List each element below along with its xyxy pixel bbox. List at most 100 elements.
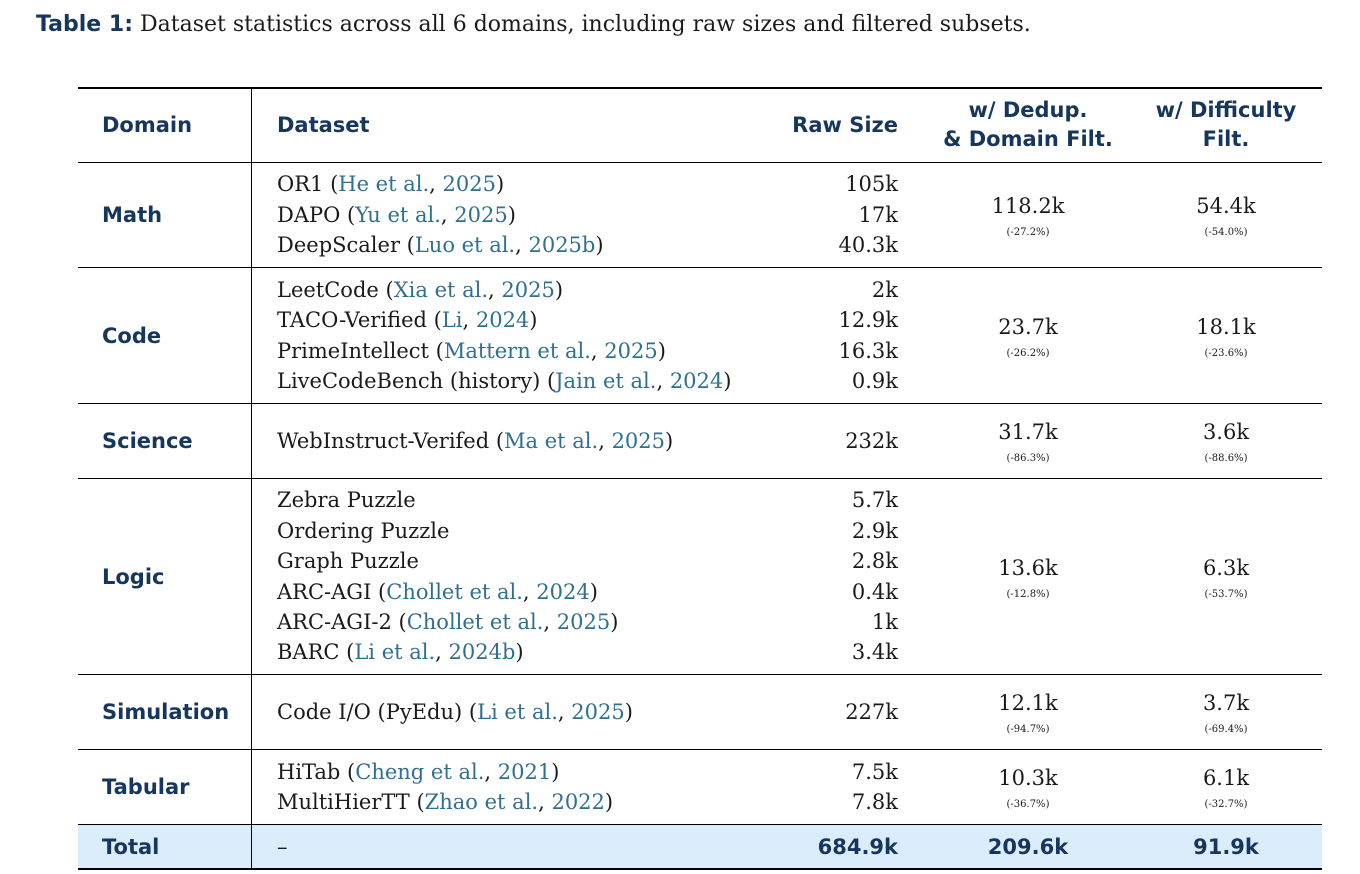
citation-year[interactable]: 2025: [556, 609, 611, 634]
citation-close: ): [610, 609, 619, 634]
citation-separator: ,: [440, 202, 455, 227]
difficulty-cell: 3.7k (-69.4%): [1128, 675, 1324, 749]
header-dedup-line1: w/ Dedup.: [968, 98, 1088, 122]
dedup-percent: (-27.2%): [1006, 227, 1050, 238]
citation-authors[interactable]: Li et al.: [354, 640, 436, 665]
raw-size-list: 2k 12.9k 16.3k 0.9k: [839, 268, 898, 403]
column-divider: [251, 750, 252, 824]
dataset-entry: TACO-Verified (Li, 2024): [277, 305, 731, 335]
citation-authors[interactable]: Mattern et al.: [443, 338, 591, 363]
dedup-value: 10.3k: [998, 766, 1058, 790]
citation-year[interactable]: 2025: [454, 202, 508, 227]
citation-authors[interactable]: Yu et al.: [355, 202, 441, 227]
raw-size-value: 16.3k: [838, 338, 898, 363]
citation-authors[interactable]: Zhao et al.: [424, 790, 539, 814]
citation-year[interactable]: 2025: [442, 172, 496, 197]
difficulty-percent: (-23.6%): [1204, 347, 1248, 359]
dataset-list: Zebra Puzzle Ordering Puzzle Graph Puzzle A…: [277, 479, 618, 674]
citation-year[interactable]: 2024b: [448, 640, 516, 665]
raw-size-value: 0.9k: [851, 368, 898, 393]
domain-name: Code: [102, 323, 162, 348]
dataset-list: HiTab (Cheng et al., 2021) MultiHierTT (Z…: [277, 750, 613, 824]
citation-authors[interactable]: Chollet et al.: [406, 609, 544, 634]
domain-name: Math: [102, 203, 163, 227]
citation-separator: ,: [557, 699, 572, 724]
header-difficulty: w/ Difficulty Filt.: [1128, 96, 1324, 154]
citation-year[interactable]: 2025b: [528, 233, 596, 258]
citation-close: ): [507, 202, 516, 227]
column-divider: [251, 89, 252, 162]
total-raw-size: 684.9k: [817, 834, 898, 859]
citation-close: ): [595, 233, 604, 258]
raw-size-value: 2.9k: [851, 518, 898, 543]
citation-separator: ,: [538, 790, 552, 814]
citation-authors[interactable]: Cheng et al.: [355, 759, 485, 784]
table-body: Math OR1 (He et al., 2025) DAPO (Yu et al.…: [78, 163, 1322, 825]
dataset-name: ARC-AGI-2 (: [277, 609, 407, 634]
dedup-value: 118.2k: [991, 194, 1065, 218]
citation-authors[interactable]: Luo et al.: [414, 233, 516, 258]
difficulty-value: 6.3k: [1202, 555, 1250, 580]
raw-size-value: 227k: [845, 699, 898, 724]
raw-size-value: 0.4k: [851, 579, 898, 604]
citation-year[interactable]: 2022: [551, 790, 605, 814]
column-divider: [251, 675, 252, 749]
citation-year[interactable]: 2025: [571, 699, 625, 724]
citation-authors[interactable]: Ma et al.: [504, 428, 599, 453]
citation-separator: ,: [522, 579, 537, 604]
caption-label: Table 1:: [36, 12, 133, 37]
citation-year[interactable]: 2024: [669, 368, 724, 393]
citation-year[interactable]: 2025: [604, 338, 658, 363]
citation-authors[interactable]: Chollet et al.: [386, 579, 523, 604]
citation-close: ): [589, 579, 598, 604]
dataset-name: Code I/O (PyEdu) (: [277, 699, 478, 724]
dataset-entry: Graph Puzzle: [277, 546, 618, 576]
citation-year[interactable]: 2021: [497, 759, 552, 784]
raw-size-value: 2.8k: [851, 549, 898, 574]
dedup-cell: 10.3k (-36.7%): [928, 750, 1128, 824]
dedup-cell: 23.7k (-26.2%): [928, 268, 1128, 403]
dataset-name: BARC (: [277, 640, 355, 665]
column-divider: [251, 163, 252, 267]
domain-section: Science WebInstruct-Verifed (Ma et al., 2…: [78, 404, 1322, 479]
dataset-name: HiTab (: [277, 759, 356, 784]
citation-year[interactable]: 2025: [611, 428, 666, 453]
domain-name: Tabular: [102, 775, 190, 799]
citation-separator: ,: [590, 338, 605, 363]
difficulty-value: 6.1k: [1202, 766, 1250, 790]
citation-year[interactable]: 2024: [536, 579, 590, 604]
citation-authors[interactable]: Jain et al.: [555, 368, 657, 393]
dedup-percent: (-26.2%): [1006, 347, 1050, 359]
citation-close: ): [723, 368, 732, 393]
dedup-value: 13.6k: [998, 555, 1058, 580]
citation-year[interactable]: 2025: [501, 277, 555, 302]
citation-authors[interactable]: Li et al.: [477, 699, 558, 724]
raw-size-value: 105k: [845, 172, 898, 197]
column-divider: [251, 404, 252, 478]
citation-separator: ,: [488, 277, 502, 302]
citation-authors[interactable]: Xia et al.: [393, 277, 489, 302]
dataset-entry: WebInstruct-Verifed (Ma et al., 2025): [277, 426, 673, 456]
dataset-entry: ARC-AGI-2 (Chollet et al., 2025): [277, 607, 618, 637]
dataset-name: TACO-Verified (: [277, 308, 442, 333]
column-divider: [251, 268, 252, 403]
domain-name: Science: [102, 429, 193, 453]
raw-size-value: 3.4k: [851, 640, 898, 665]
header-dedup: w/ Dedup. & Domain Filt.: [928, 96, 1128, 154]
citation-close: ): [495, 172, 505, 197]
dataset-name: MultiHierTT (: [277, 790, 425, 814]
dataset-name: DAPO (: [277, 202, 356, 227]
header-diff-line2: Filt.: [1202, 127, 1250, 151]
citation-authors[interactable]: Li: [441, 308, 463, 333]
citation-year[interactable]: 2024: [475, 308, 530, 333]
dataset-name: PrimeIntellect (: [277, 338, 444, 363]
raw-size-value: 2k: [871, 277, 898, 302]
raw-size-list: 232k: [845, 404, 898, 478]
citation-authors[interactable]: He et al.: [338, 172, 430, 197]
dataset-entry: DeepScaler (Luo et al., 2025b): [277, 230, 604, 260]
domain-section: Math OR1 (He et al., 2025) DAPO (Yu et al.…: [78, 163, 1322, 268]
citation-separator: ,: [435, 640, 449, 665]
dataset-name: OR1 (: [277, 172, 339, 197]
column-divider: [251, 825, 252, 868]
total-difficulty: 91.9k: [1193, 834, 1259, 859]
